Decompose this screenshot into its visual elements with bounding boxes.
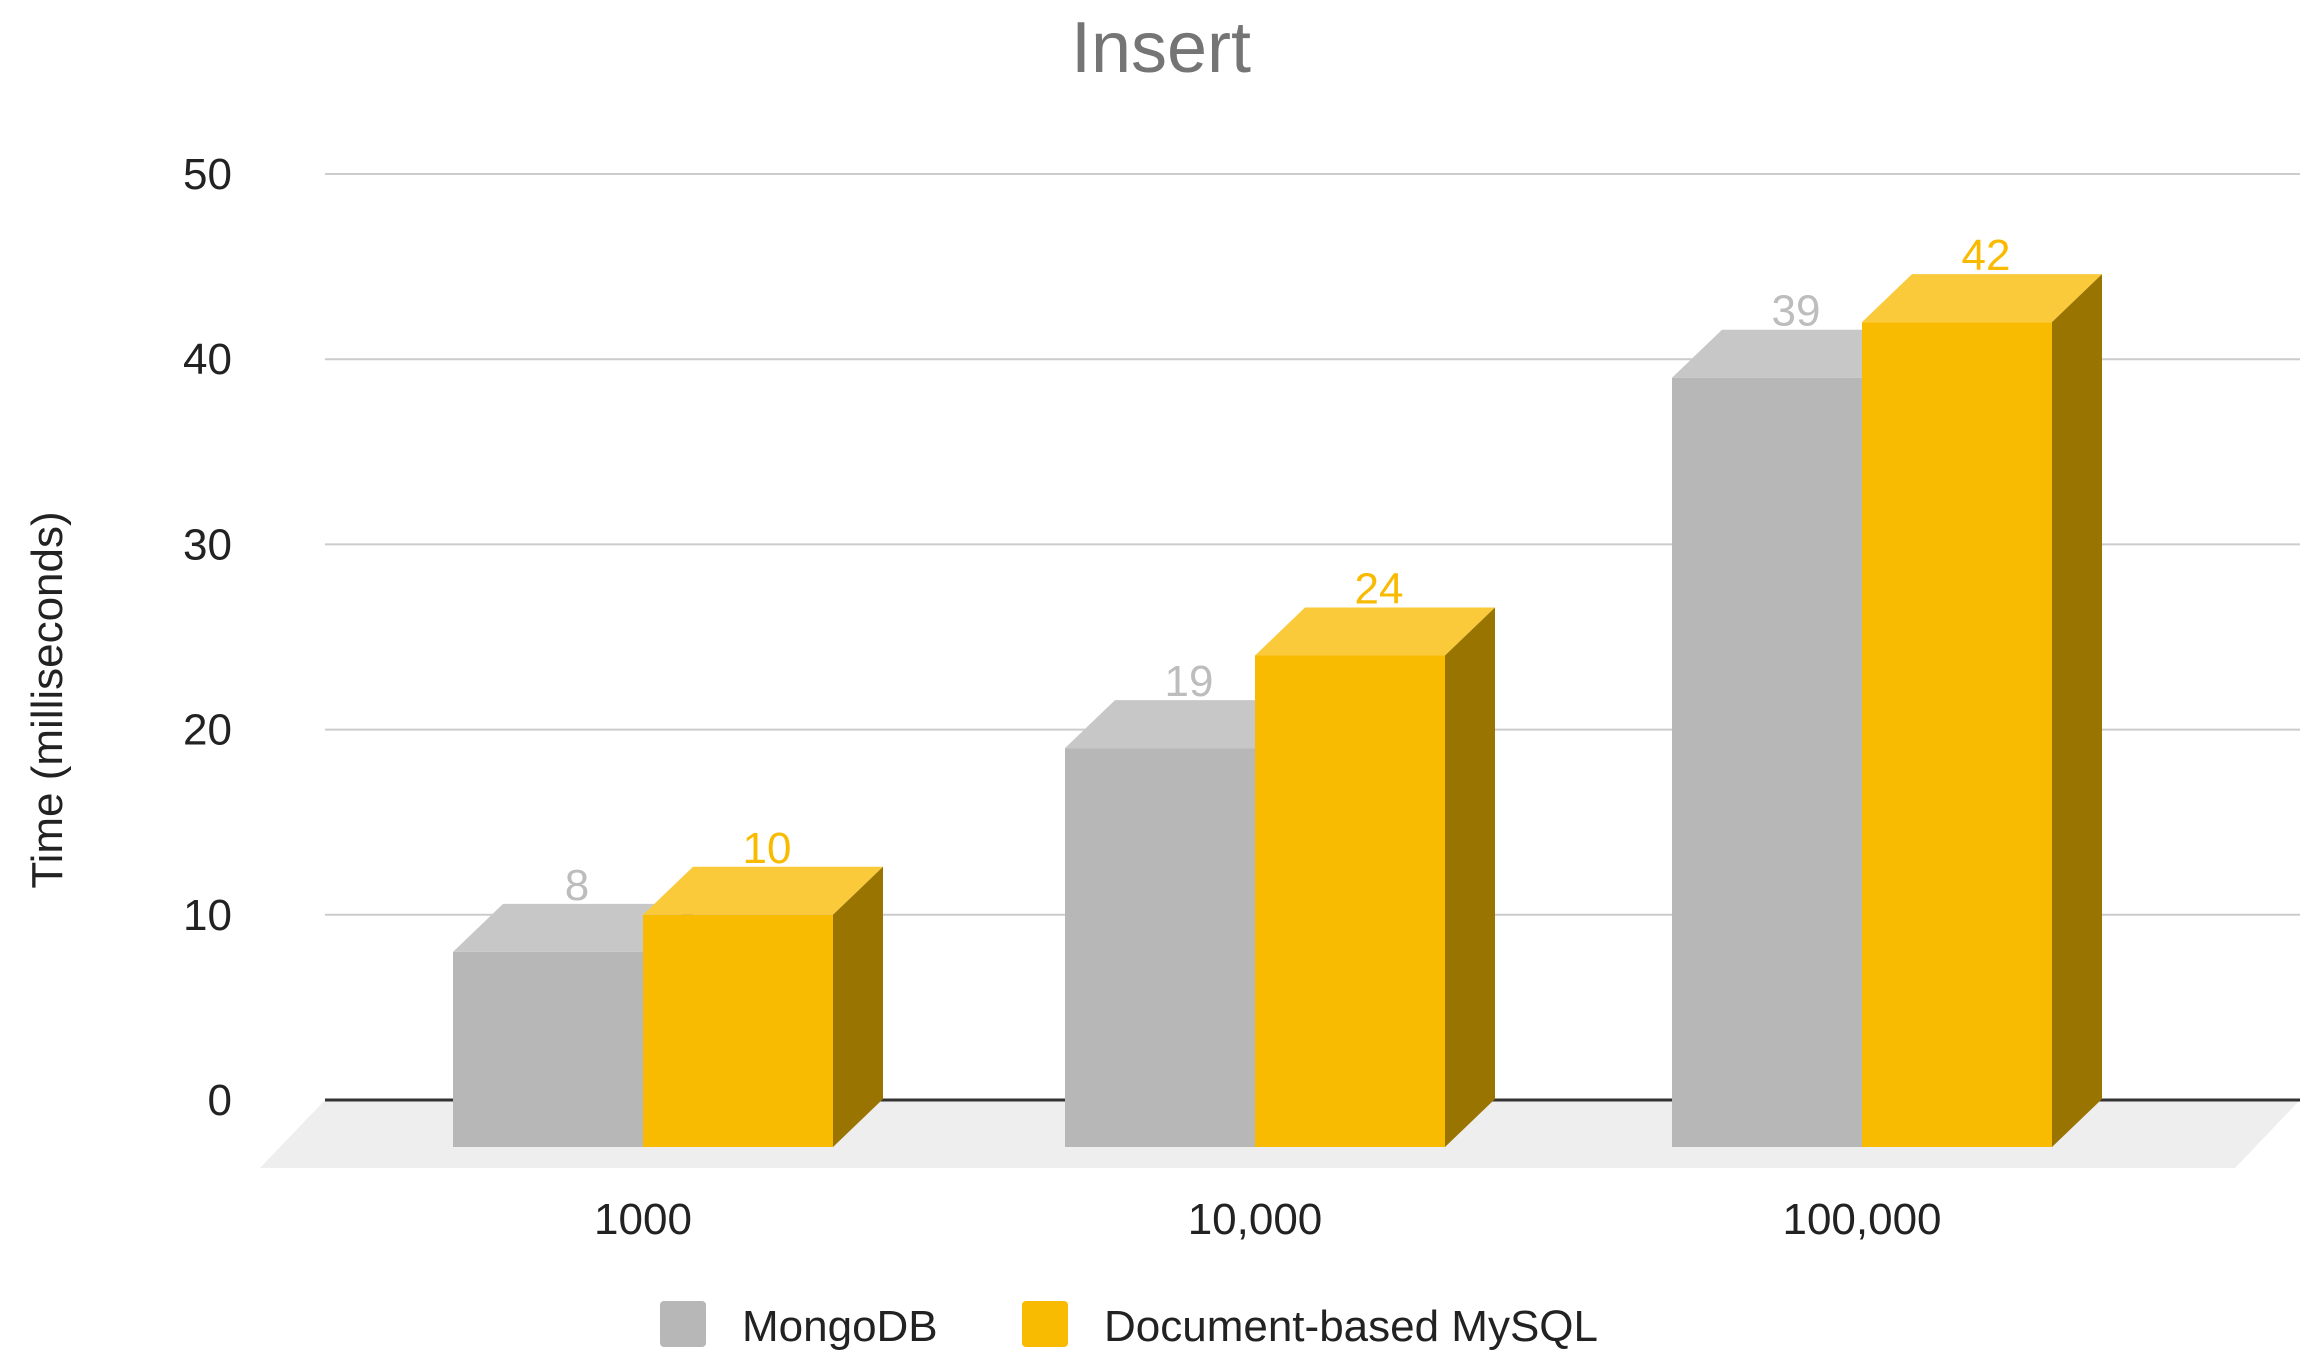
legend-item[interactable]: Document-based MySQL: [1022, 1301, 1598, 1351]
x-tick-label: 10,000: [1188, 1195, 1323, 1244]
bar-front: [1862, 322, 2052, 1147]
bar-top: [1672, 329, 1912, 378]
bar-side: [2052, 274, 2102, 1147]
bar-top: [1862, 274, 2102, 323]
bar-top: [1065, 700, 1305, 749]
data-labels: 8 10 19 24 39 42: [565, 231, 2011, 910]
legend-label: MongoDB: [742, 1302, 938, 1351]
bar[interactable]: [643, 866, 883, 1147]
bar-top: [453, 903, 693, 952]
chart-title: Insert: [1071, 8, 1251, 88]
bar-top: [1255, 607, 1495, 656]
y-axis-label: Time (milliseconds): [23, 511, 72, 888]
y-tick-label: 50: [183, 150, 232, 199]
y-tick-label: 0: [208, 1076, 232, 1125]
bar-side: [1445, 607, 1495, 1147]
data-label: 24: [1355, 565, 1404, 614]
data-label: 19: [1165, 657, 1214, 706]
y-tick-label: 30: [183, 520, 232, 569]
x-axis-categories: 1000 10,000 100,000: [594, 1195, 1941, 1244]
legend-swatch: [660, 1301, 706, 1347]
bars: [453, 274, 2102, 1148]
bar-front: [643, 914, 833, 1147]
y-tick-label: 10: [183, 891, 232, 940]
legend-item[interactable]: MongoDB: [660, 1301, 938, 1351]
bar-front: [1255, 655, 1445, 1147]
legend-swatch: [1022, 1301, 1068, 1347]
bar-top: [643, 866, 883, 915]
y-tick-label: 20: [183, 706, 232, 755]
bar-front: [1672, 377, 1862, 1148]
legend[interactable]: MongoDB Document-based MySQL: [660, 1301, 1598, 1351]
x-tick-label: 1000: [594, 1195, 692, 1244]
bar-front: [1065, 748, 1255, 1147]
bar[interactable]: [1255, 607, 1495, 1147]
data-label: 8: [565, 861, 589, 910]
y-axis-ticks: 0 10 20 30 40 50: [183, 150, 232, 1125]
data-label: 39: [1772, 287, 1821, 336]
data-label: 10: [743, 824, 792, 873]
bar-front: [453, 951, 643, 1147]
bar-side: [833, 866, 883, 1147]
y-tick-label: 40: [183, 335, 232, 384]
x-tick-label: 100,000: [1782, 1195, 1941, 1244]
data-label: 42: [1962, 231, 2011, 280]
legend-label: Document-based MySQL: [1104, 1302, 1598, 1351]
bar[interactable]: [1862, 274, 2102, 1147]
